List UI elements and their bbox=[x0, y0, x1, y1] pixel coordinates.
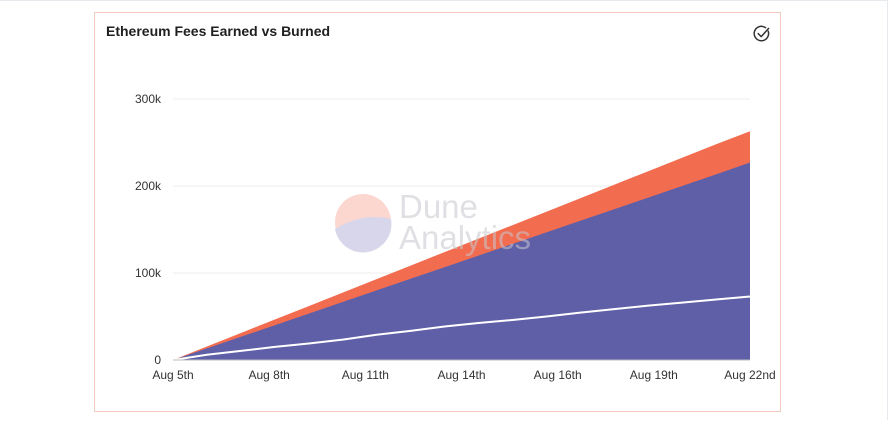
x-tick-label: Aug 5th bbox=[152, 368, 193, 382]
series-layer bbox=[172, 131, 751, 361]
series-line bbox=[172, 295, 751, 361]
x-axis-ticks: Aug 5th Aug 8th Aug 11th Aug 14th Aug 16th Au… bbox=[152, 368, 775, 382]
watermark-line1: Dune bbox=[399, 188, 478, 225]
y-tick-label: 0 bbox=[154, 353, 161, 367]
dune-analytics-watermark: Dune Analytics bbox=[335, 188, 531, 256]
y-tick-label: 200k bbox=[135, 179, 162, 193]
x-tick-label: Aug 22nd bbox=[724, 368, 775, 382]
check-circle-icon[interactable] bbox=[753, 25, 771, 43]
watermark-line2: Analytics bbox=[399, 219, 531, 256]
watermark-logo-bottom bbox=[335, 216, 392, 253]
chart-card: Ethereum Fees Earned vs Burned 0 100k 200k… bbox=[94, 12, 781, 412]
x-tick-label: Aug 19th bbox=[630, 368, 678, 382]
y-axis-ticks: 0 100k 200k 300k bbox=[135, 92, 162, 367]
chart-title: Ethereum Fees Earned vs Burned bbox=[106, 23, 331, 39]
y-tick-label: 100k bbox=[135, 266, 162, 280]
x-tick-label: Aug 8th bbox=[248, 368, 289, 382]
x-tick-label: Aug 14th bbox=[437, 368, 485, 382]
x-tick-label: Aug 11th bbox=[342, 368, 389, 382]
x-tick-label: Aug 16th bbox=[534, 368, 582, 382]
y-tick-label: 300k bbox=[135, 92, 162, 106]
